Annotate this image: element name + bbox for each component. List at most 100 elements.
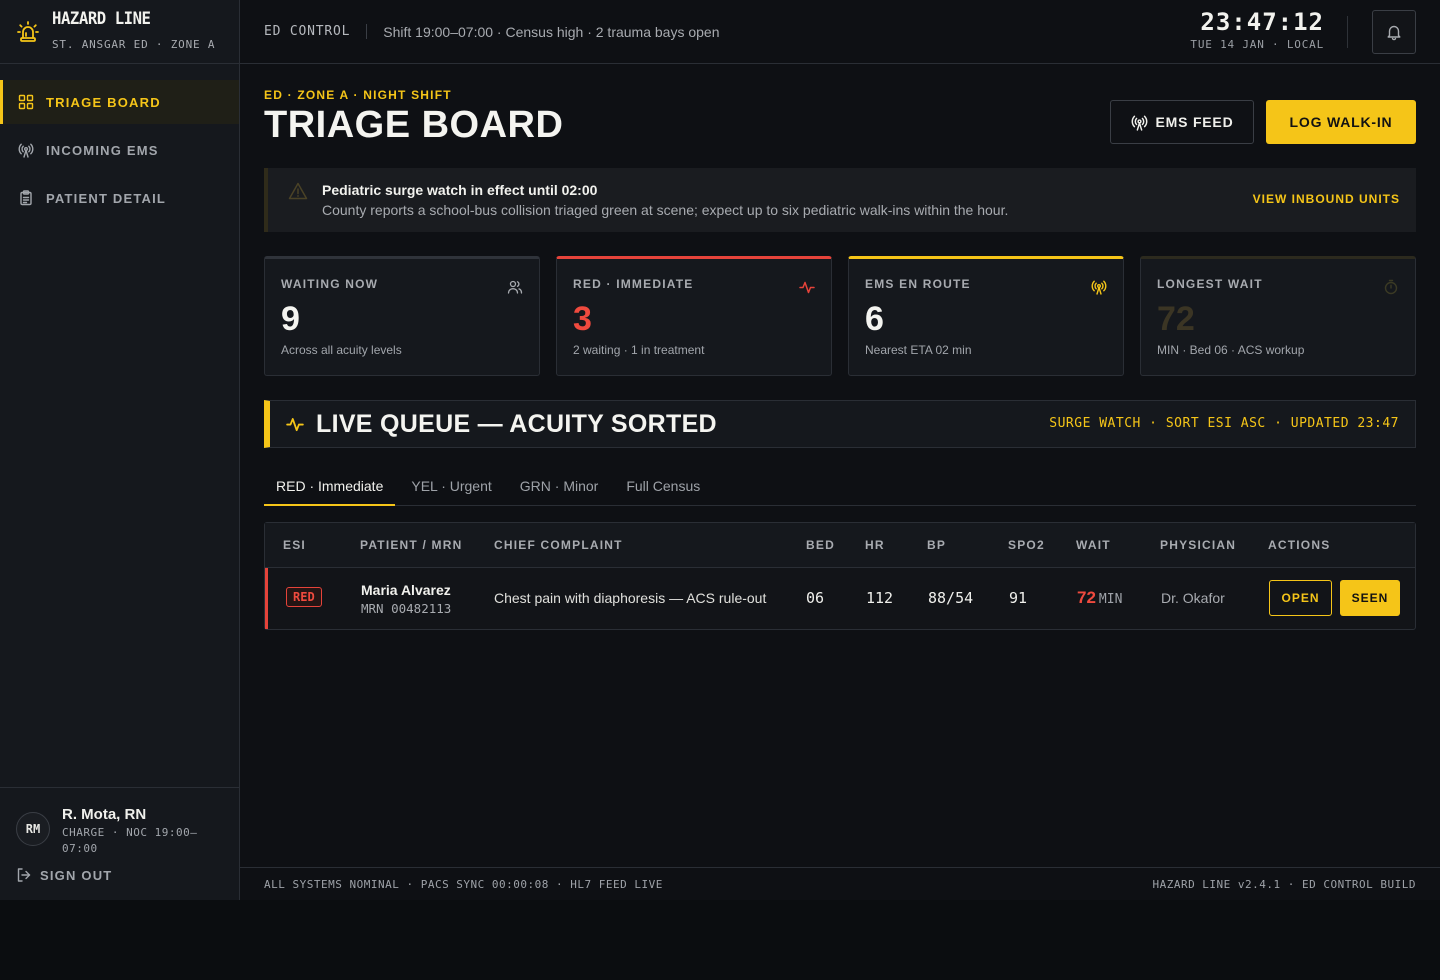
wait-unit: MIN (1098, 592, 1123, 607)
sidebar-item-label: TRIAGE BOARD (46, 94, 161, 110)
log-walk-in-button[interactable]: LOG WALK-IN (1266, 100, 1416, 144)
column-header-patient[interactable]: PATIENT / MRN (360, 538, 463, 552)
timer-icon (1384, 279, 1398, 295)
alert-body: County reports a school-bus collision tr… (322, 202, 1009, 218)
wait-number: 72 (1077, 588, 1096, 607)
clock-date: TUE 14 JAN · LOCAL (1190, 38, 1324, 51)
stat-sub: 2 waiting · 1 in treatment (573, 343, 705, 357)
stat-label: WAITING NOW (281, 277, 379, 291)
sign-out-button[interactable]: SIGN OUT (16, 867, 223, 883)
stat-label: RED · IMMEDIATE (573, 277, 694, 291)
tab-yel-urgent[interactable]: YEL · Urgent (411, 478, 492, 494)
user-panel: RM R. Mota, RN CHARGE · NOC 19:00–07:00 … (0, 787, 239, 900)
queue-title: LIVE QUEUE — ACUITY SORTED (316, 409, 717, 438)
divider (1347, 16, 1348, 48)
pulse-icon (799, 281, 815, 294)
logout-icon (17, 868, 31, 882)
user-name: R. Mota, RN (62, 806, 147, 823)
brand[interactable]: HAZARD LINE ST. ANSGAR ED · ZONE A (0, 0, 239, 64)
stat-card-red-immediate[interactable]: RED · IMMEDIATE 3 2 waiting · 1 in treat… (556, 256, 832, 376)
sidebar-item-patient-detail[interactable]: PATIENT DETAIL (0, 176, 239, 220)
open-button[interactable]: OPEN (1269, 580, 1332, 616)
stat-sub: MIN · Bed 06 · ACS workup (1157, 343, 1305, 357)
column-header-physician[interactable]: PHYSICIAN (1160, 538, 1237, 552)
column-header-actions: ACTIONS (1268, 538, 1331, 552)
sidebar-item-label: PATIENT DETAIL (46, 190, 167, 206)
users-icon (507, 280, 523, 294)
tab-full-census[interactable]: Full Census (626, 478, 701, 494)
tab-red-immediate[interactable]: RED · Immediate (264, 472, 396, 506)
patient-mrn: MRN 00482113 (361, 601, 452, 616)
content: ED · ZONE A · NIGHT SHIFT TRIAGE BOARD E… (240, 64, 1440, 630)
tab-grn-minor[interactable]: GRN · Minor (519, 478, 599, 494)
grid-icon (18, 94, 34, 110)
main-panel: ED CONTROL Shift 19:00–07:00 · Census hi… (240, 0, 1440, 900)
build-info: HAZARD LINE v2.4.1 · ED CONTROL BUILD (1152, 878, 1416, 891)
warning-icon (288, 182, 308, 200)
physician-name: Dr. Okafor (1161, 590, 1225, 606)
wait-value: 72 MIN (1077, 588, 1122, 608)
view-inbound-units-link[interactable]: VIEW INBOUND UNITS (1252, 192, 1400, 206)
stat-card-ems-en-route[interactable]: EMS EN ROUTE 6 Nearest ETA 02 min (848, 256, 1124, 376)
ems-feed-button[interactable]: EMS FEED (1110, 100, 1254, 144)
sidebar-nav: TRIAGE BOARD INCOMING EMS PATIENT DETAIL (0, 80, 239, 220)
alert-title: Pediatric surge watch in effect until 02… (322, 182, 598, 198)
acuity-tabs: RED · Immediate YEL · Urgent GRN · Minor… (264, 472, 1416, 506)
broadcast-icon (18, 143, 34, 158)
esi-badge: RED (286, 587, 322, 607)
patient-name[interactable]: Maria Alvarez (361, 582, 451, 598)
pulse-icon (286, 418, 304, 432)
column-header-hr[interactable]: HR (865, 538, 885, 552)
bp-value: 88/54 (928, 589, 974, 607)
chief-complaint: Chest pain with diaphoresis — ACS rule-o… (494, 590, 767, 606)
system-status: ALL SYSTEMS NOMINAL · PACS SYNC 00:00:08… (264, 878, 663, 891)
brand-title: HAZARD LINE (52, 9, 151, 29)
page-eyebrow: ED · ZONE A · NIGHT SHIFT (264, 88, 452, 102)
sign-out-label: SIGN OUT (40, 867, 113, 883)
bell-icon (1387, 25, 1401, 41)
column-header-wait[interactable]: WAIT (1076, 538, 1111, 552)
clock-time: 23:47:12 (1200, 8, 1324, 36)
column-header-bed[interactable]: BED (806, 538, 835, 552)
top-bar: ED CONTROL Shift 19:00–07:00 · Census hi… (240, 0, 1440, 64)
status-footer: ALL SYSTEMS NOMINAL · PACS SYNC 00:00:08… (240, 867, 1440, 900)
stat-label: EMS EN ROUTE (865, 277, 971, 291)
broadcast-icon (1131, 115, 1147, 131)
ems-feed-label: EMS FEED (1155, 114, 1234, 130)
table-header: ESI PATIENT / MRN CHIEF COMPLAINT BED HR… (265, 523, 1415, 568)
brand-subtitle: ST. ANSGAR ED · ZONE A (52, 38, 216, 51)
spo2-value: 91 (1009, 589, 1028, 607)
queue-meta: SURGE WATCH · SORT ESI ASC · UPDATED 23:… (1049, 416, 1399, 431)
sidebar: HAZARD LINE ST. ANSGAR ED · ZONE A TRIAG… (0, 0, 240, 900)
table-row[interactable]: RED Maria Alvarez MRN 00482113 Chest pai… (265, 568, 1415, 629)
surge-alert: Pediatric surge watch in effect until 02… (264, 168, 1416, 232)
stat-card-waiting-now[interactable]: WAITING NOW 9 Across all acuity levels (264, 256, 540, 376)
hr-value: 112 (866, 589, 894, 607)
broadcast-icon (1091, 280, 1107, 295)
sidebar-item-incoming-ems[interactable]: INCOMING EMS (0, 128, 239, 172)
stat-sub: Across all acuity levels (281, 343, 402, 357)
notifications-button[interactable] (1372, 10, 1416, 54)
shift-info: Shift 19:00–07:00 · Census high · 2 trau… (383, 23, 720, 40)
column-header-spo2[interactable]: SPO2 (1008, 538, 1045, 552)
stat-sub: Nearest ETA 02 min (865, 343, 972, 357)
stat-card-longest-wait[interactable]: LONGEST WAIT 72 MIN · Bed 06 · ACS worku… (1140, 256, 1416, 376)
clock: 23:47:12 TUE 14 JAN · LOCAL (1190, 8, 1324, 51)
sidebar-item-triage-board[interactable]: TRIAGE BOARD (0, 80, 239, 124)
queue-header: LIVE QUEUE — ACUITY SORTED SURGE WATCH ·… (264, 400, 1416, 448)
stat-value: 9 (281, 300, 300, 338)
sidebar-item-label: INCOMING EMS (46, 142, 159, 158)
bed-value: 06 (806, 589, 825, 607)
app-shell: HAZARD LINE ST. ANSGAR ED · ZONE A TRIAG… (0, 0, 1440, 900)
stat-value: 6 (865, 300, 884, 338)
siren-icon (17, 21, 39, 42)
control-label: ED CONTROL (264, 24, 368, 39)
stat-value: 3 (573, 300, 592, 338)
avatar[interactable]: RM (16, 812, 50, 846)
column-header-esi[interactable]: ESI (283, 538, 306, 552)
column-header-complaint[interactable]: CHIEF COMPLAINT (494, 538, 623, 552)
stat-label: LONGEST WAIT (1157, 277, 1263, 291)
stat-value: 72 (1157, 300, 1195, 338)
seen-button[interactable]: SEEN (1340, 580, 1400, 616)
column-header-bp[interactable]: BP (927, 538, 947, 552)
